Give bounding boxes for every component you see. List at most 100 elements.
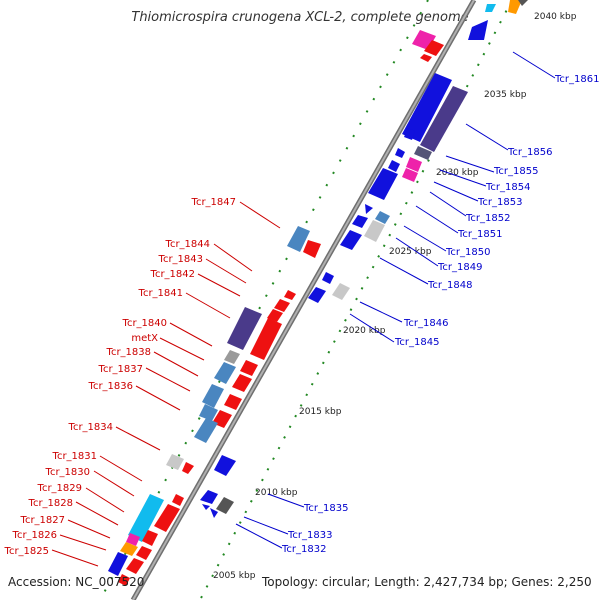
- cds-feature: [136, 546, 152, 560]
- cds-feature: [126, 558, 144, 574]
- kbp-label-2020: 2020 kbp: [343, 326, 386, 336]
- gene-label: Tcr_1840: [122, 318, 167, 329]
- map-title: Thiomicrospira crunogena XCL-2, complete…: [131, 10, 469, 25]
- gene-label: Tcr_1833: [287, 530, 332, 541]
- cds-feature: [368, 168, 398, 200]
- cds-feature: [200, 490, 218, 504]
- gene-label: Tcr_1842: [150, 269, 195, 280]
- cds-feature: [250, 318, 282, 360]
- cds-feature: [518, 0, 528, 6]
- gene-label: Tcr_1834: [68, 422, 113, 433]
- cds-feature: [332, 283, 350, 300]
- cds-feature: [128, 494, 164, 542]
- gene-label: Tcr_1852: [465, 213, 510, 224]
- cds-feature: [224, 350, 240, 364]
- cds-feature: [202, 504, 210, 510]
- cds-feature: [485, 4, 496, 12]
- cds-feature: [414, 146, 432, 160]
- gene-label: Tcr_1846: [403, 318, 448, 329]
- gene-label: Tcr_1828: [28, 498, 73, 509]
- cds-feature: [199, 404, 218, 421]
- kbp-labels: 2040 kbp 2035 kbp 2030 kbp 2025 kbp 2020…: [213, 12, 577, 581]
- gene-label: Tcr_1826: [12, 530, 57, 541]
- gene-label: Tcr_1855: [493, 166, 538, 177]
- cds-feature: [142, 530, 158, 546]
- gene-label: Tcr_1832: [281, 544, 326, 555]
- cds-feature: [267, 309, 283, 322]
- tick-track-outer: [199, 0, 513, 600]
- forward-strand-features: [108, 30, 444, 586]
- cds-feature: [214, 455, 236, 476]
- cds-feature: [364, 220, 385, 242]
- cds-feature: [216, 497, 234, 514]
- gene-label: Tcr_1844: [165, 239, 210, 250]
- kbp-label-2025: 2025 kbp: [389, 247, 432, 257]
- genome-summary: Topology: circular; Length: 2,427,734 bp…: [262, 575, 592, 589]
- gene-label: Tcr_1849: [437, 262, 482, 273]
- genome-backbone: [130, 0, 477, 600]
- kbp-label-2035: 2035 kbp: [484, 90, 527, 100]
- cds-feature: [274, 299, 290, 312]
- gene-label: Tcr_1845: [394, 337, 439, 348]
- gene-label: Tcr_1825: [4, 546, 49, 557]
- reverse-gene-labels: Tcr_1861 Tcr_1856 Tcr_1855 Tcr_1854 Tcr_…: [281, 74, 599, 555]
- gene-label: Tcr_1830: [45, 467, 90, 478]
- cds-feature: [287, 226, 310, 252]
- cds-feature: [166, 454, 184, 470]
- leader-lines-forward: [51, 201, 281, 567]
- cds-feature: [468, 20, 488, 40]
- kbp-label-2005: 2005 kbp: [213, 571, 256, 581]
- cds-feature: [365, 204, 373, 214]
- cds-feature: [210, 508, 218, 518]
- cds-feature: [508, 0, 522, 14]
- kbp-label-2030: 2030 kbp: [436, 168, 479, 178]
- leader-lines-reverse: [235, 51, 556, 549]
- kbp-label-2015: 2015 kbp: [299, 407, 342, 417]
- gene-label: Tcr_1829: [37, 483, 82, 494]
- gene-label: Tcr_1853: [477, 197, 522, 208]
- gene-label: Tcr_1836: [88, 381, 133, 392]
- cds-feature: [182, 462, 194, 474]
- cds-feature: [402, 168, 418, 182]
- cds-feature: [420, 86, 468, 152]
- gene-label: Tcr_1861: [554, 74, 599, 85]
- cds-feature: [420, 54, 432, 62]
- cds-feature: [303, 240, 321, 258]
- cds-feature: [126, 533, 140, 546]
- gene-label: Tcr_1847: [191, 197, 236, 208]
- cds-feature: [240, 360, 258, 376]
- gene-label: Tcr_1856: [507, 147, 552, 158]
- cds-feature: [308, 287, 326, 303]
- cds-feature: [322, 272, 334, 284]
- gene-label: Tcr_1837: [98, 364, 143, 375]
- cds-feature: [284, 290, 296, 300]
- reverse-strand-features: [200, 0, 528, 518]
- gene-label: Tcr_1841: [138, 288, 183, 299]
- cds-feature: [406, 157, 422, 172]
- gene-label: Tcr_1827: [20, 515, 65, 526]
- cds-feature: [232, 374, 252, 392]
- cds-feature: [375, 211, 390, 224]
- forward-gene-labels: Tcr_1847 Tcr_1844 Tcr_1843 Tcr_1842 Tcr_…: [4, 197, 236, 557]
- cds-feature: [202, 384, 224, 408]
- kbp-label-2010: 2010 kbp: [255, 488, 298, 498]
- tick-track-inner: [99, 0, 429, 600]
- cds-feature: [395, 148, 405, 158]
- gene-label: Tcr_1843: [158, 254, 203, 265]
- cds-feature: [224, 394, 242, 410]
- cds-feature: [214, 362, 236, 384]
- kbp-label-2040: 2040 kbp: [534, 12, 577, 22]
- cds-feature: [388, 160, 400, 172]
- gene-label: Tcr_1835: [303, 503, 348, 514]
- cds-feature: [172, 494, 184, 506]
- cds-feature: [424, 40, 444, 56]
- cds-feature: [108, 552, 128, 576]
- cds-feature: [227, 307, 262, 350]
- cds-feature: [340, 230, 362, 250]
- gene-label: Tcr_1854: [485, 182, 530, 193]
- cds-feature: [404, 128, 415, 140]
- cds-feature: [120, 542, 138, 556]
- gene-label: Tcr_1850: [445, 247, 490, 258]
- cds-feature: [118, 574, 130, 586]
